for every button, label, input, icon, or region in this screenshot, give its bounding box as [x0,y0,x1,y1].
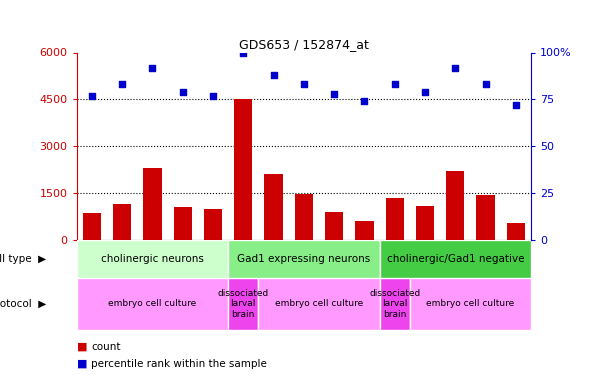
Bar [77,240,228,278]
Bar [83,213,101,240]
Bar [113,204,131,240]
Bar [386,198,404,240]
Text: cholinergic neurons: cholinergic neurons [101,254,204,264]
Point [360,98,369,104]
Bar [204,209,222,240]
Point [420,89,430,95]
Point [511,102,520,108]
Bar [228,240,379,278]
Point [390,81,399,87]
Text: embryo cell culture: embryo cell culture [427,299,514,308]
Bar [77,278,228,330]
Bar [228,278,258,330]
Bar [264,174,283,240]
Bar [477,195,494,240]
Point [481,81,490,87]
Bar [416,206,434,240]
Point [299,81,309,87]
Point [87,93,97,99]
Bar [446,171,464,240]
Text: Gad1 expressing neurons: Gad1 expressing neurons [237,254,371,264]
Point [208,93,218,99]
Bar [173,207,192,240]
Bar [355,220,373,240]
Text: ■: ■ [77,342,91,352]
Point [238,50,248,55]
Text: dissociated
larval
brain: dissociated larval brain [369,289,420,319]
Bar [295,194,313,240]
Bar [234,99,253,240]
Bar [379,240,531,278]
Point [117,81,127,87]
Text: cholinergic/Gad1 negative: cholinergic/Gad1 negative [386,254,524,264]
Text: dissociated
larval
brain: dissociated larval brain [218,289,269,319]
Text: ■: ■ [77,359,91,369]
Text: embryo cell culture: embryo cell culture [109,299,196,308]
Bar [410,278,531,330]
Bar [507,223,525,240]
Bar [379,278,410,330]
Bar [258,278,379,330]
Text: count: count [91,342,121,352]
Title: GDS653 / 152874_at: GDS653 / 152874_at [239,38,369,51]
Bar [143,168,162,240]
Point [178,89,188,95]
Text: percentile rank within the sample: percentile rank within the sample [91,359,267,369]
Text: cell type  ▶: cell type ▶ [0,254,47,264]
Point [451,64,460,70]
Bar [325,212,343,240]
Point [148,64,157,70]
Text: protocol  ▶: protocol ▶ [0,299,47,309]
Text: embryo cell culture: embryo cell culture [275,299,363,308]
Point [269,72,278,78]
Point [329,91,339,97]
